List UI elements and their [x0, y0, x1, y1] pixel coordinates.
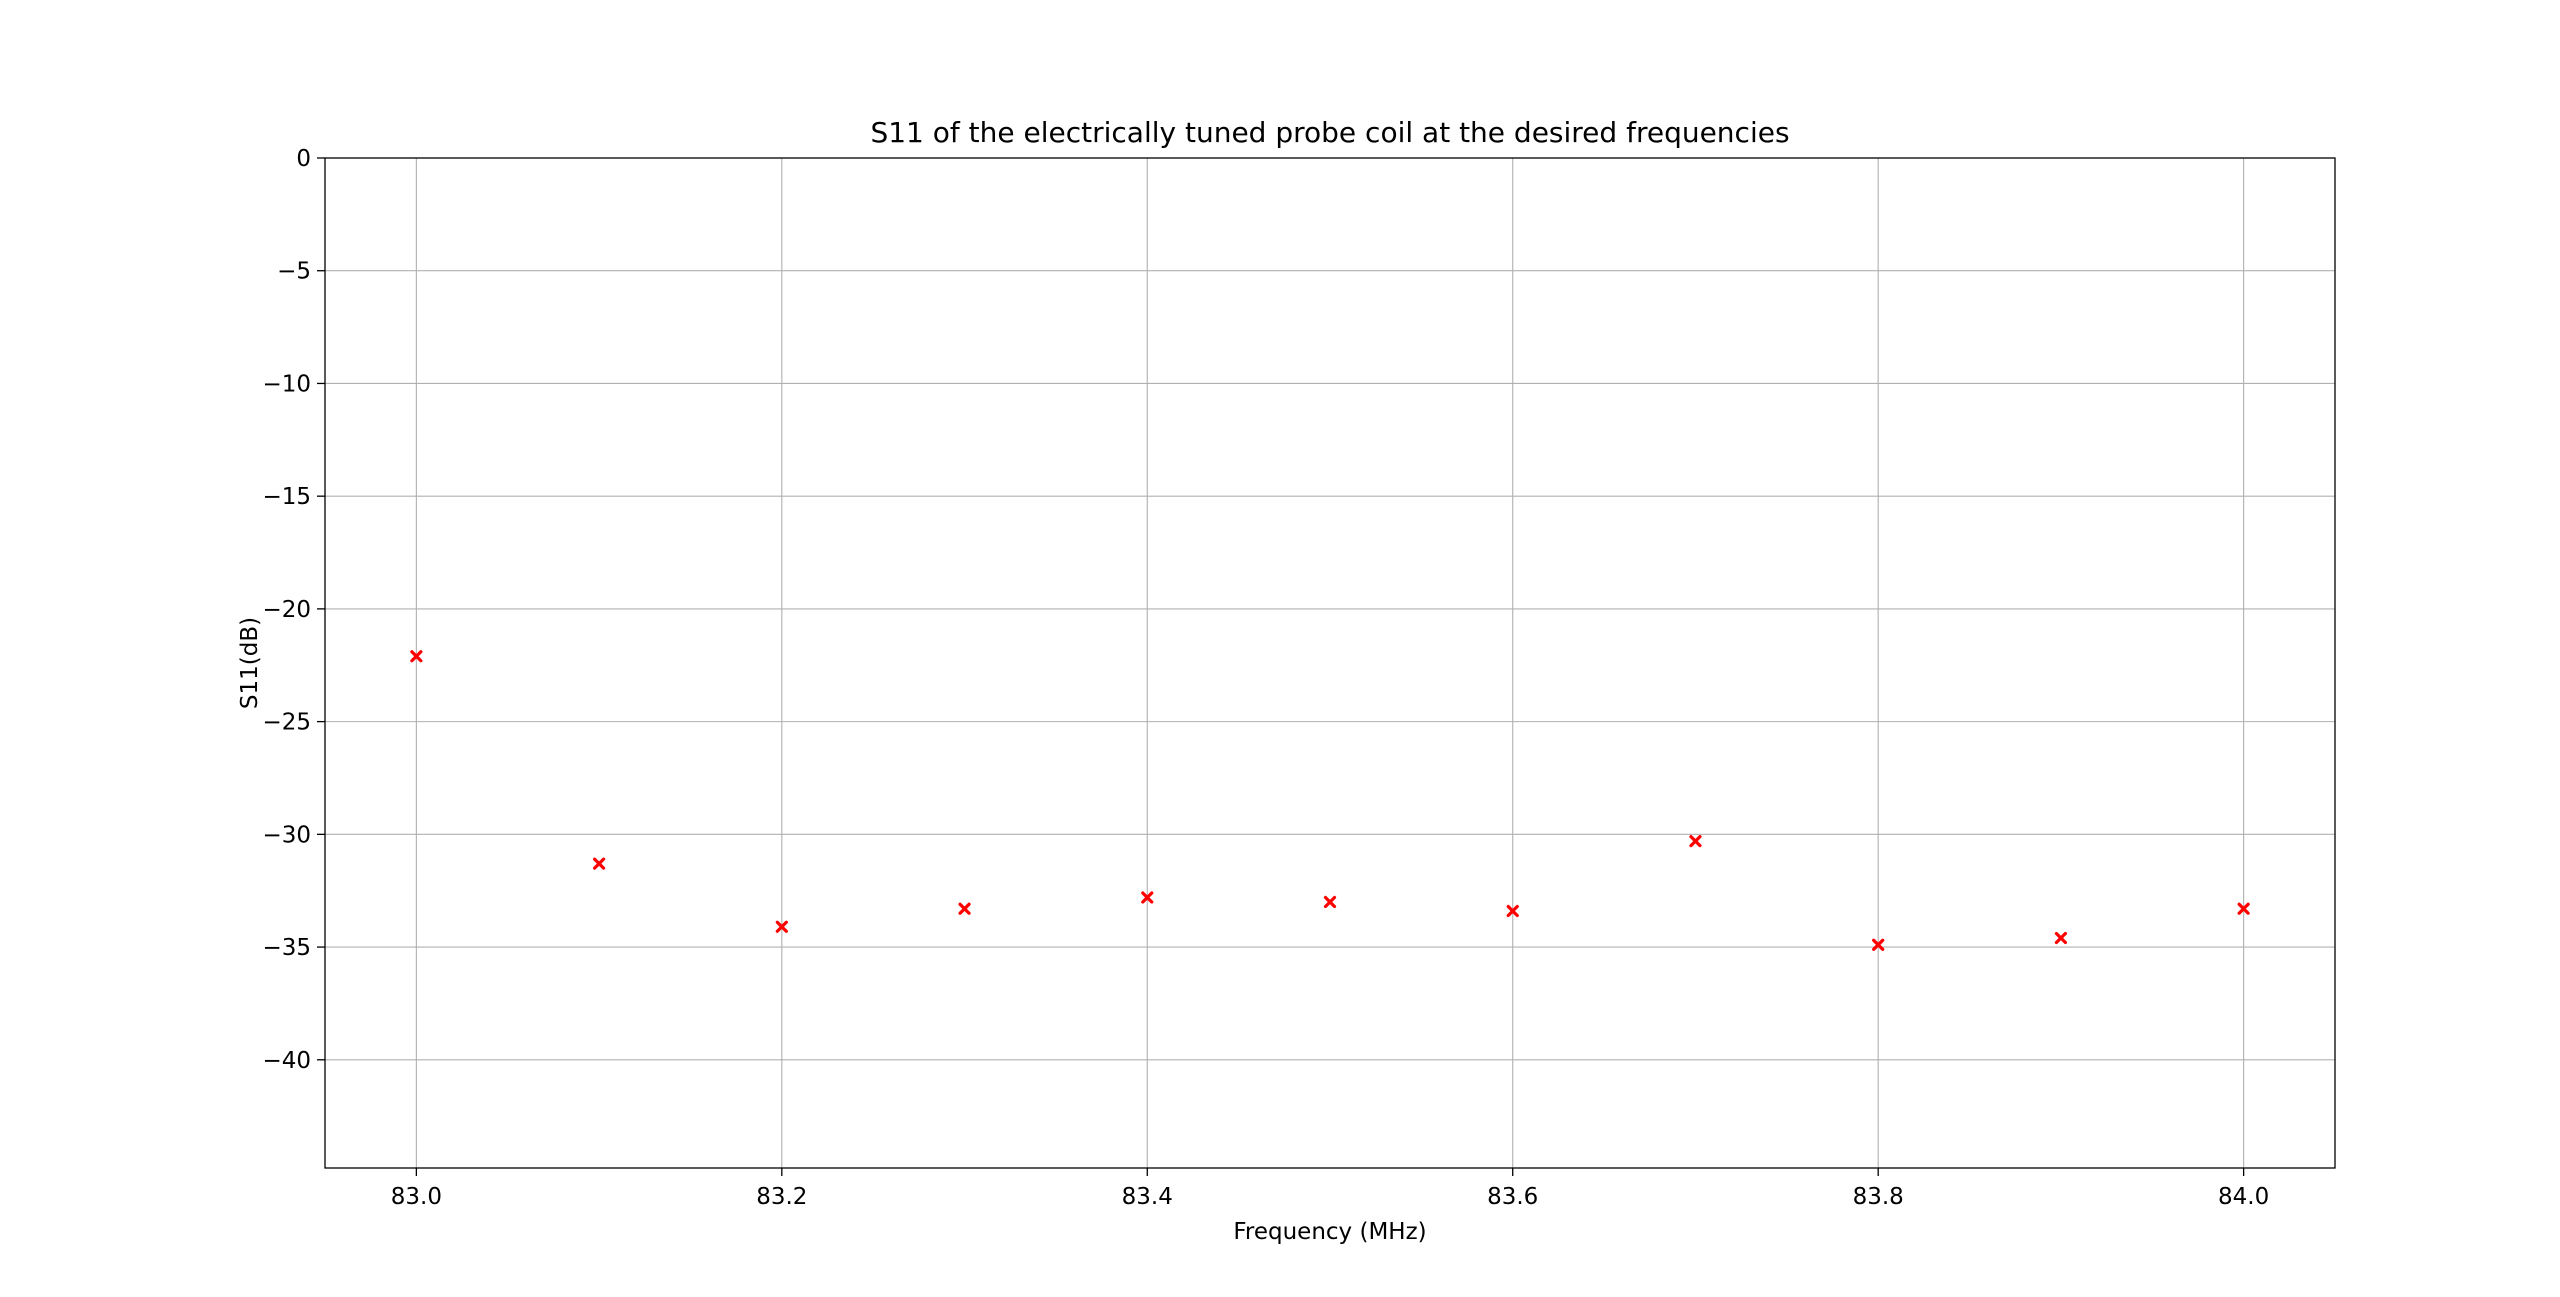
- x-tick-label: 83.8: [1853, 1184, 1904, 1210]
- grid-lines: [325, 157, 2335, 1168]
- x-tick-label: 83.6: [1487, 1184, 1538, 1210]
- chart-title: S11 of the electrically tuned probe coil…: [870, 116, 1789, 149]
- data-point: [592, 857, 606, 870]
- y-tick-label: −40: [262, 1048, 311, 1074]
- x-axis-label: Frequency (MHz): [1233, 1219, 1426, 1245]
- data-point: [775, 920, 788, 933]
- data-point: [1141, 891, 1154, 904]
- y-tick-label: −35: [262, 935, 311, 961]
- y-tick-label: −10: [262, 371, 311, 397]
- data-point: [1323, 895, 1337, 909]
- data-point: [2054, 931, 2068, 945]
- axis-ticks: 83.0 83.2 83.4 83.6 83.8 84.0 0 −5 −10 −15 −20 −25 −…: [262, 146, 2269, 1210]
- y-tick-label: −5: [277, 259, 311, 285]
- x-tick-label: 84.0: [2218, 1184, 2269, 1210]
- data-point: [2237, 902, 2250, 915]
- y-tick-label: −25: [262, 710, 311, 736]
- y-tick-label: 0: [296, 146, 311, 172]
- x-tick-label: 83.2: [756, 1184, 807, 1210]
- x-tick-label: 83.0: [391, 1184, 442, 1210]
- y-tick-label: −15: [262, 484, 311, 510]
- plot-area-frame: [324, 157, 2336, 1169]
- data-point: [410, 650, 423, 663]
- data-point: [1689, 835, 1702, 848]
- y-tick-label: −30: [262, 822, 311, 848]
- y-axis-label: S11(dB): [237, 617, 263, 709]
- data-point: [958, 902, 971, 915]
- data-point: [1506, 904, 1519, 918]
- data-point: [1872, 938, 1885, 951]
- data-points: [410, 650, 2250, 951]
- x-tick-label: 83.4: [1122, 1184, 1173, 1210]
- y-tick-label: −20: [262, 597, 311, 623]
